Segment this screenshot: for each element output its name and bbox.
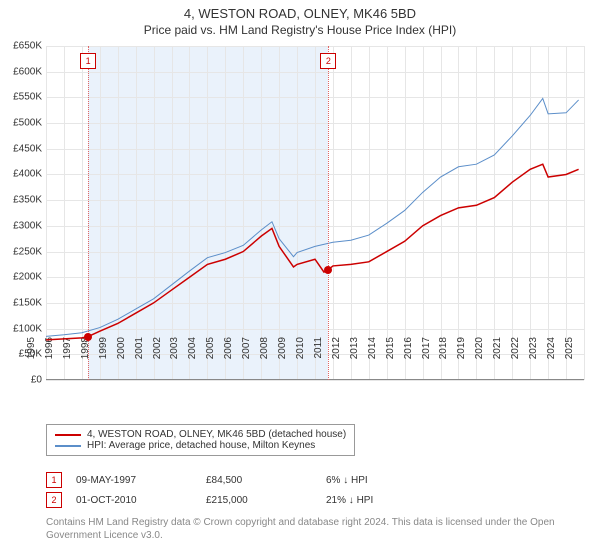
legend-item: HPI: Average price, detached house, Milt… bbox=[55, 440, 346, 451]
sale-delta: 6% ↓ HPI bbox=[326, 475, 446, 486]
legend-label: HPI: Average price, detached house, Milt… bbox=[87, 440, 315, 451]
price-chart: £0£50K£100K£150K£200K£250K£300K£350K£400… bbox=[46, 46, 584, 380]
sale-delta: 21% ↓ HPI bbox=[326, 495, 446, 506]
sale-number-box: 1 bbox=[46, 472, 62, 488]
sale-row: 1 09-MAY-1997£84,5006% ↓ HPI bbox=[46, 470, 446, 490]
legend-label: 4, WESTON ROAD, OLNEY, MK46 5BD (detache… bbox=[87, 429, 346, 440]
y-tick-label: £400K bbox=[0, 169, 42, 180]
y-tick-label: £300K bbox=[0, 220, 42, 231]
y-tick-label: £450K bbox=[0, 143, 42, 154]
x-gridline bbox=[584, 46, 585, 380]
sale-point bbox=[324, 266, 332, 274]
credit-text: Contains HM Land Registry data © Crown c… bbox=[46, 516, 576, 542]
y-tick-label: £100K bbox=[0, 323, 42, 334]
sale-price: £215,000 bbox=[206, 495, 326, 506]
page-title: 4, WESTON ROAD, OLNEY, MK46 5BD bbox=[0, 0, 600, 21]
chart-lines bbox=[46, 46, 584, 380]
sale-vline bbox=[88, 46, 89, 380]
sale-date: 01-OCT-2010 bbox=[76, 495, 206, 506]
y-tick-label: £350K bbox=[0, 195, 42, 206]
sale-date: 09-MAY-1997 bbox=[76, 475, 206, 486]
y-tick-label: £150K bbox=[0, 297, 42, 308]
sale-row: 2 01-OCT-2010£215,00021% ↓ HPI bbox=[46, 490, 446, 510]
legend-item: 4, WESTON ROAD, OLNEY, MK46 5BD (detache… bbox=[55, 429, 346, 440]
sale-point bbox=[84, 333, 92, 341]
y-tick-label: £600K bbox=[0, 66, 42, 77]
sale-vline bbox=[328, 46, 329, 380]
y-tick-label: £650K bbox=[0, 41, 42, 52]
y-gridline bbox=[46, 380, 584, 381]
y-tick-label: £200K bbox=[0, 272, 42, 283]
y-tick-label: £550K bbox=[0, 92, 42, 103]
x-tick-label: 1995 bbox=[26, 337, 37, 377]
legend: 4, WESTON ROAD, OLNEY, MK46 5BD (detache… bbox=[46, 424, 584, 456]
sale-number-box: 2 bbox=[46, 492, 62, 508]
sale-marker: 1 bbox=[80, 53, 96, 69]
sales-table: 1 09-MAY-1997£84,5006% ↓ HPI 2 01-OCT-2010£… bbox=[46, 470, 446, 510]
y-tick-label: £250K bbox=[0, 246, 42, 257]
page-subtitle: Price paid vs. HM Land Registry's House … bbox=[0, 21, 600, 37]
y-tick-label: £500K bbox=[0, 118, 42, 129]
sale-price: £84,500 bbox=[206, 475, 326, 486]
sale-marker: 2 bbox=[320, 53, 336, 69]
